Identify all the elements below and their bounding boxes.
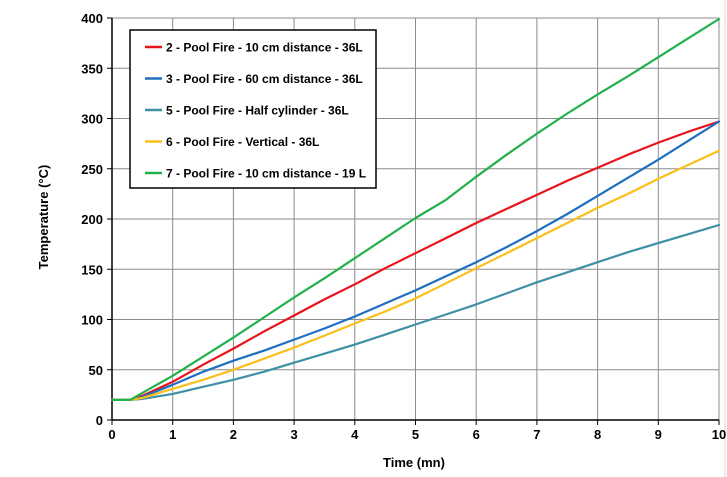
legend-label-1: 2 - Pool Fire - 10 cm distance - 36L <box>166 41 363 55</box>
legend-box <box>129 29 377 189</box>
series-line-2 <box>110 120 721 401</box>
legend: 2 - Pool Fire - 10 cm distance - 36L 3 - … <box>129 29 377 189</box>
series-lines <box>110 17 721 401</box>
y-tick-label: 100 <box>81 313 103 328</box>
x-tick-label: 2 <box>230 427 237 442</box>
legend-label-2: 3 - Pool Fire - 60 cm distance - 36L <box>166 72 363 86</box>
y-tick-label: 200 <box>81 212 103 227</box>
x-tick-label: 10 <box>712 427 726 442</box>
legend-label-3: 5 - Pool Fire - Half cylinder - 36L <box>166 104 349 118</box>
axes <box>107 17 720 425</box>
y-tick-label: 250 <box>81 162 103 177</box>
x-tick-label: 4 <box>351 427 359 442</box>
y-tick-label: 400 <box>81 11 103 26</box>
x-axis-title: Time (mn) <box>383 455 445 470</box>
y-tick-label: 300 <box>81 112 103 127</box>
series-line-5 <box>110 17 721 401</box>
y-axis-title: Temperature (°C) <box>36 165 51 270</box>
y-tick-label: 0 <box>96 413 103 428</box>
y-tick-label: 50 <box>89 363 103 378</box>
x-tick-label: 1 <box>169 427 176 442</box>
series-line-3 <box>110 223 721 401</box>
legend-label-4: 6 - Pool Fire - Vertical - 36L <box>166 135 319 149</box>
x-tick-label: 3 <box>290 427 297 442</box>
series-line-4 <box>110 149 721 401</box>
x-tick-label: 7 <box>533 427 540 442</box>
x-tick-label: 5 <box>412 427 419 442</box>
x-tick-label: 0 <box>108 427 115 442</box>
y-tick-label: 150 <box>81 262 103 277</box>
x-tick-label: 9 <box>655 427 662 442</box>
legend-label-5: 7 - Pool Fire - 10 cm distance - 19 L <box>166 167 366 181</box>
x-tick-label: 6 <box>473 427 480 442</box>
series-line-1 <box>110 120 721 401</box>
y-tick-label: 350 <box>81 61 103 76</box>
x-tick-label: 8 <box>594 427 601 442</box>
legend-items: 2 - Pool Fire - 10 cm distance - 36L 3 - … <box>145 41 366 181</box>
